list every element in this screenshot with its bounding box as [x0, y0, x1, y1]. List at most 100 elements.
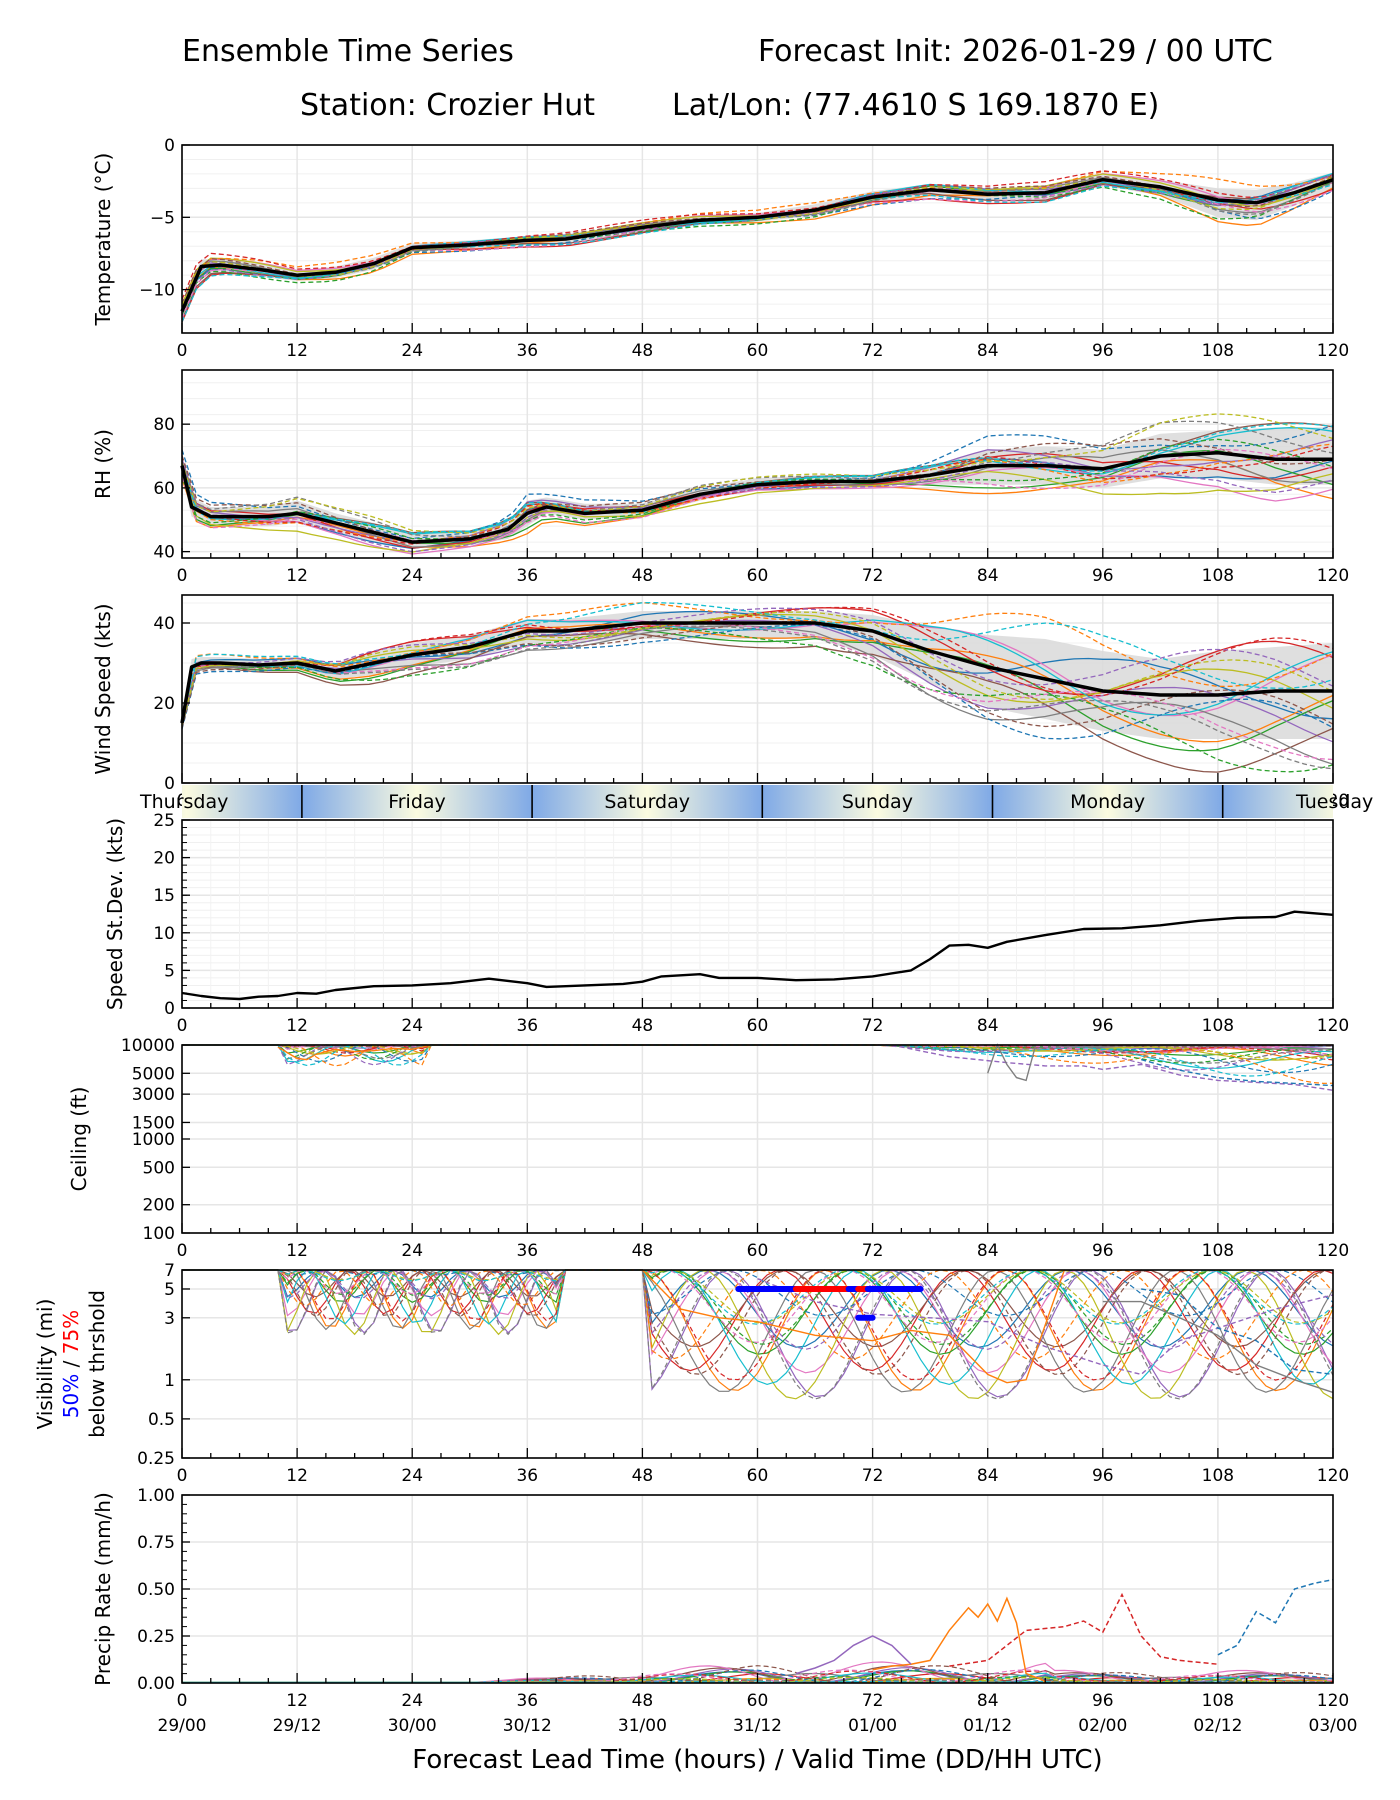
- ensemble-mean-line: [180, 177, 1334, 312]
- y-axis-label: Speed St.Dev. (kts): [103, 818, 127, 1010]
- valid-time-label: 01/12: [963, 1716, 1012, 1736]
- panel-wind_speed: 0204001224364860728496108120Wind Speed (…: [91, 594, 1349, 811]
- x-tick-label: 12: [286, 1241, 308, 1261]
- y-tick-label: 10: [153, 924, 175, 944]
- y-tick-label: 1000: [132, 1130, 175, 1150]
- x-tick-label: 96: [1092, 341, 1114, 361]
- y-tick-label: 200: [143, 1196, 175, 1216]
- x-tick-label: 96: [1092, 1691, 1114, 1711]
- valid-time-label: 29/00: [158, 1716, 207, 1736]
- y-tick-label: 0.75: [137, 1533, 175, 1553]
- ensemble-member-line: [182, 1269, 1334, 1398]
- x-tick-label: 84: [977, 1466, 999, 1486]
- x-tick-label: 108: [1202, 1466, 1234, 1486]
- ensemble-member-line: [181, 470, 1334, 553]
- ensemble-member-line: [1141, 1058, 1334, 1087]
- y-tick-label: 1500: [132, 1113, 175, 1133]
- ensemble-member-line: [1141, 1288, 1334, 1376]
- panel-rh: 40 60 80 0 12 24 36 48 60 72 84 96 108 120 RH (%): [91, 369, 1349, 586]
- y-tick-label: 500: [143, 1158, 175, 1178]
- y-tick-label: 0.25: [137, 1449, 175, 1469]
- x-tick-label: 0: [177, 1241, 188, 1261]
- ensemble-member-line: [181, 625, 1334, 765]
- y-tick-label: 40: [153, 614, 175, 634]
- y-tick-label: 0: [164, 774, 175, 794]
- day-segment: [532, 785, 763, 818]
- ensemble-member-line: [182, 1269, 1334, 1400]
- valid-time-label: 31/12: [733, 1716, 782, 1736]
- day-label: Sunday: [842, 791, 913, 813]
- x-tick-label: 96: [1092, 1241, 1114, 1261]
- ensemble-member-line: [181, 461, 1334, 553]
- y-tick-label: 1: [164, 1371, 175, 1391]
- x-tick-label: 48: [632, 1241, 654, 1261]
- valid-time-label: 29/12: [273, 1716, 322, 1736]
- day-segment: [182, 785, 302, 818]
- ensemble-member-line: [181, 625, 1334, 770]
- ensemble-member-line: [891, 1044, 1334, 1091]
- ensemble-member-line: [182, 1269, 1334, 1350]
- x-tick-label: 84: [977, 1691, 999, 1711]
- ensemble-mean-line: [180, 451, 1333, 544]
- ensemble-member-line: [181, 606, 1334, 724]
- ensemble-member-line: [277, 1044, 432, 1061]
- x-tick-label: 24: [401, 566, 423, 586]
- x-tick-label: 0: [177, 1016, 188, 1036]
- x-tick-label: 24: [401, 341, 423, 361]
- ensemble-member-line: [795, 1635, 912, 1675]
- x-tick-label: 36: [516, 1016, 538, 1036]
- day-label: Tuesday: [1295, 791, 1373, 813]
- x-axis-label: Forecast Lead Time (hours) / Valid Time …: [412, 1745, 1102, 1775]
- x-tick-label: 0: [177, 566, 188, 586]
- ensemble-mean-line: [180, 621, 1333, 724]
- y-tick-label: 15: [153, 886, 175, 906]
- x-tick-label: 36: [516, 566, 538, 586]
- x-tick-label: 72: [862, 566, 884, 586]
- x-tick-label: 60: [747, 1016, 769, 1036]
- x-tick-label: 24: [401, 1691, 423, 1711]
- x-tick-label: 0: [177, 1691, 188, 1711]
- ensemble-member-line: [182, 1044, 1334, 1064]
- y-tick-label: 25: [153, 811, 175, 831]
- panel-visibility: 75 3 1 0.5 0.250 12 24 36 48 60 72 84 96 108 120 Visibi…: [33, 1261, 1349, 1486]
- ensemble-member-line: [181, 170, 1334, 307]
- ensemble-member-line: [181, 627, 1334, 773]
- y-axis-label: Wind Speed (kts): [91, 603, 115, 774]
- forecast-init-label: Forecast Init: 2026-01-29 / 00 UTC: [758, 34, 1273, 69]
- ensemble-member-line: [182, 1269, 1334, 1381]
- x-tick-label: 84: [977, 1016, 999, 1036]
- y-tick-label: 0: [164, 999, 175, 1019]
- day-segment: [992, 785, 1223, 818]
- y-tick-label: 20: [153, 694, 175, 714]
- x-tick-label: 12: [286, 341, 308, 361]
- x-tick-label: 120: [1317, 1241, 1349, 1261]
- day-label: Saturday: [604, 791, 690, 813]
- y-tick-label: 60: [153, 479, 175, 499]
- x-tick-label: 24: [401, 1016, 423, 1036]
- ensemble-member-line: [181, 628, 1334, 752]
- x-tick-label: 12: [286, 1691, 308, 1711]
- x-tick-label: 36: [516, 1241, 538, 1261]
- ensemble-member-line: [1217, 1578, 1334, 1656]
- y-tick-label: 10000: [121, 1036, 175, 1056]
- ensemble-member-line: [181, 176, 1334, 307]
- day-segment: [1222, 785, 1333, 818]
- y-tick-label: 0.00: [137, 1674, 175, 1694]
- x-tick-label: 48: [632, 1016, 654, 1036]
- ensemble-member-line: [757, 1278, 1334, 1376]
- percent-75-label: 75%: [59, 1310, 83, 1354]
- x-tick-label: 36: [516, 341, 538, 361]
- y-axis-label: Visibility (mi): [33, 1299, 57, 1430]
- ensemble-member-line: [181, 439, 1334, 544]
- panel-temperature: 0 −5 −10 0 12 24 36 48 60 72 84 96 108 120 Temperature…: [91, 136, 1349, 361]
- x-tick-label: 84: [977, 566, 999, 586]
- ensemble-member-line: [181, 466, 1334, 555]
- chart-title: Ensemble Time Series: [182, 34, 514, 69]
- x-tick-label: 48: [632, 566, 654, 586]
- day-band: Thursday Friday Saturday Sunday Monday Tuesda…: [139, 785, 1373, 818]
- ensemble-member-line: [182, 1044, 1334, 1064]
- x-tick-label: 12: [286, 566, 308, 586]
- ensemble-member-line: [181, 425, 1334, 540]
- x-tick-label: 96: [1092, 1466, 1114, 1486]
